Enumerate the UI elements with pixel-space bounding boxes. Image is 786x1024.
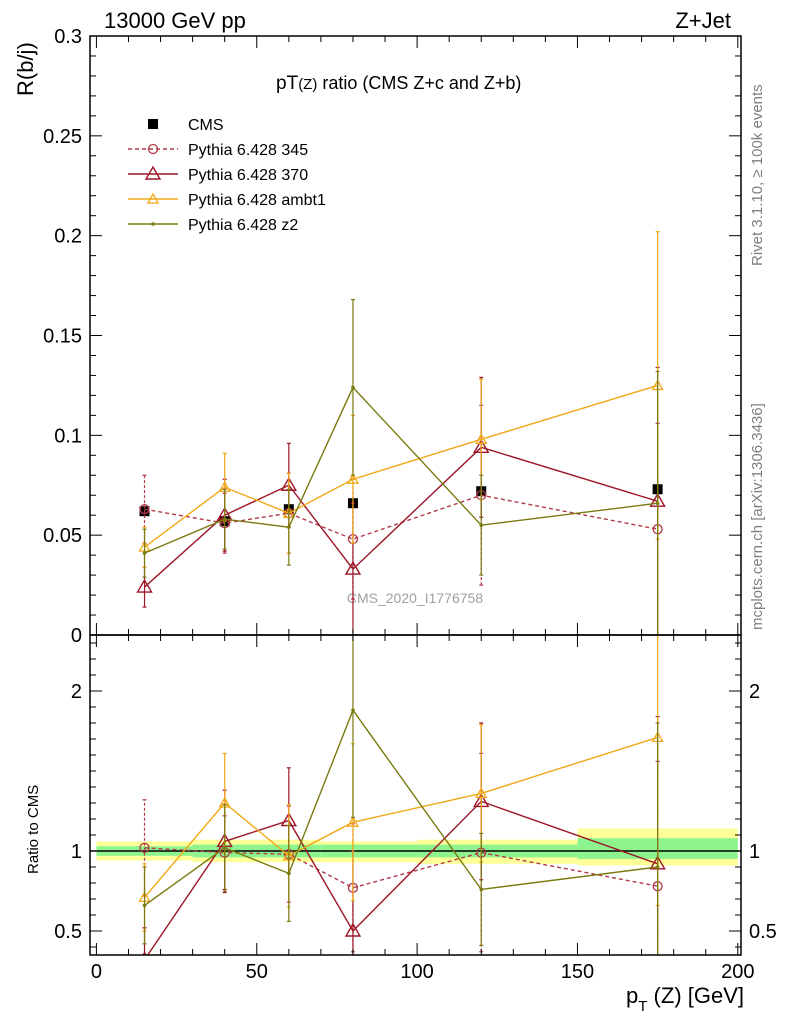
ratio-point-pythia-6-428-ambt1 — [346, 815, 360, 827]
ratio-point-pythia-6-428-z2 — [222, 846, 227, 850]
main-y-tick-label: 0.25 — [43, 126, 82, 148]
main-line-pythia-6-428-z2 — [144, 386, 658, 554]
header-left: 13000 GeV pp — [104, 8, 246, 33]
ratio-point-pythia-6-428-z2 — [655, 865, 660, 869]
main-point-pythia-6-428-ambt1 — [346, 472, 360, 484]
legend-marker-pythia-6-428-z2 — [151, 222, 155, 226]
main-point-pythia-6-428-z2 — [287, 525, 291, 529]
main-point-pythia-6-428-z2 — [222, 517, 227, 521]
plot-title: pT(Z) ratio (CMS Z+c and Z+b) — [276, 73, 521, 94]
ratio-plot-frame — [89, 634, 742, 956]
x-axis-label-rest: (Z) [GeV] — [647, 983, 744, 1008]
ratio-line-pythia-6-428-370 — [146, 800, 658, 955]
legend-label-pythia-6-428-ambt1: Pythia 6.428 ambt1 — [188, 192, 326, 209]
main-point-pythia-6-428-370 — [136, 578, 153, 593]
ratio-line-pythia-6-428-ambt1 — [143, 736, 658, 898]
legend-label-pythia-6-428-370: Pythia 6.428 370 — [188, 167, 308, 184]
side-label-rivet: Rivet 3.1.10, ≥ 100k events — [749, 84, 766, 266]
main-line-pythia-6-428-345 — [144, 494, 658, 540]
legend-label-pythia-6-428-345: Pythia 6.428 345 — [188, 142, 308, 159]
x-axis-label-sub: T — [638, 998, 647, 1015]
x-axis-label-main: p — [626, 983, 638, 1008]
main-point-pythia-6-428-z2 — [351, 385, 355, 390]
main-y-tick-label: 0 — [71, 625, 82, 647]
main-point-pythia-6-428-ambt1 — [475, 432, 488, 444]
side-label-mcplots: mcplots.cern.ch [arXiv:1306.3436] — [749, 403, 766, 630]
plot-title-small: (Z) — [298, 76, 317, 93]
plot-title-rest: ratio (CMS Z+c and Z+b) — [317, 73, 521, 93]
main-point-pythia-6-428-z2 — [142, 551, 147, 555]
ratio-point-pythia-6-428-z2 — [479, 887, 484, 892]
legend-marker-cms — [148, 119, 158, 129]
plot-title-main: pT — [276, 73, 299, 94]
ratio-y-tick-label: 2 — [71, 681, 82, 703]
ratio-y-tick-label: 0.5 — [54, 921, 82, 943]
ratio-point-pythia-6-428-345 — [139, 842, 150, 853]
main-y-axis-label: R(b/j) — [13, 42, 38, 96]
x-tick-label: 0 — [91, 961, 102, 983]
ratio-y-tick-label-right: 0.5 — [749, 921, 777, 943]
main-line-pythia-6-428-370 — [144, 446, 658, 588]
x-tick-label: 200 — [721, 961, 754, 983]
main-point-pythia-6-428-345 — [139, 504, 150, 515]
ratio-point-pythia-6-428-370 — [344, 922, 362, 937]
main-y-tick-label: 0.2 — [54, 226, 82, 248]
main-y-tick-label: 0.05 — [43, 525, 82, 547]
ratio-point-pythia-6-428-z2 — [142, 903, 147, 908]
analysis-watermark: CMS_2020_I1776758 — [347, 590, 483, 606]
header-right: Z+Jet — [675, 8, 731, 33]
legend-label-cms: CMS — [188, 117, 224, 134]
legend-marker-pythia-6-428-345 — [147, 143, 159, 155]
ratio-y-tick-label: 1 — [71, 841, 82, 863]
ratio-point-pythia-6-428-ambt1 — [475, 787, 488, 799]
main-y-tick-label: 0.15 — [43, 326, 82, 348]
ratio-point-pythia-6-428-z2 — [351, 708, 355, 712]
ratio-line-pythia-6-428-z2 — [144, 708, 658, 906]
legend-marker-pythia-6-428-370 — [144, 165, 162, 180]
main-point-pythia-6-428-z2 — [479, 523, 484, 527]
main-point-pythia-6-428-z2 — [655, 501, 660, 506]
main-y-tick-label: 0.3 — [54, 26, 82, 48]
ratio-y-tick-label-right: 2 — [749, 681, 760, 703]
x-tick-label: 150 — [561, 961, 594, 983]
x-axis-label: pT (Z) [GeV] — [626, 983, 744, 1015]
ratio-line-pythia-6-428-345 — [144, 847, 658, 889]
main-line-pythia-6-428-ambt1 — [144, 384, 658, 548]
x-tick-label: 50 — [246, 961, 268, 983]
main-point-pythia-6-428-370 — [344, 560, 362, 575]
ratio-y-axis-label: Ratio to CMS — [25, 785, 42, 874]
ratio-y-tick-label-right: 1 — [749, 841, 760, 863]
main-y-tick-label: 0.1 — [54, 425, 82, 447]
legend-marker-pythia-6-428-ambt1 — [146, 192, 160, 204]
ratio-point-pythia-6-428-z2 — [287, 871, 291, 876]
x-tick-label: 100 — [400, 961, 433, 983]
legend-label-pythia-6-428-z2: Pythia 6.428 z2 — [188, 217, 298, 234]
